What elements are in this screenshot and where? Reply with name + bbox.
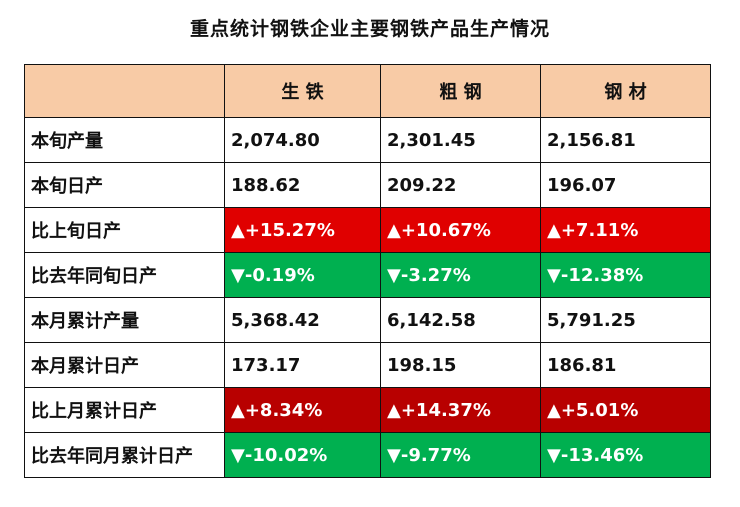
value-cell: ▲+10.67% xyxy=(380,207,541,253)
value-cell: ▼-9.77% xyxy=(380,432,541,478)
value-cell: 196.07 xyxy=(540,162,711,208)
value-cell: ▲+7.11% xyxy=(540,207,711,253)
value-cell: ▼-10.02% xyxy=(224,432,381,478)
value-cell: 186.81 xyxy=(540,342,711,388)
value-cell: ▲+5.01% xyxy=(540,387,711,433)
production-table: 生 铁 粗 钢 钢 材 本旬产量 2,074.80 2,301.45 2,156.81… xyxy=(24,64,711,478)
value-cell: ▼-0.19% xyxy=(224,252,381,298)
row-label: 本月累计日产 xyxy=(24,342,225,388)
value-cell: 173.17 xyxy=(224,342,381,388)
table-row: 比去年同月累计日产 ▼-10.02% ▼-9.77% ▼-13.46% xyxy=(24,432,711,478)
value-cell: 5,368.42 xyxy=(224,297,381,343)
row-label: 比去年同月累计日产 xyxy=(24,432,225,478)
table-row: 本旬产量 2,074.80 2,301.45 2,156.81 xyxy=(24,117,711,163)
value-cell: 198.15 xyxy=(380,342,541,388)
value-cell: ▲+15.27% xyxy=(224,207,381,253)
header-steel-products: 钢 材 xyxy=(540,64,711,118)
table-header-row: 生 铁 粗 钢 钢 材 xyxy=(24,64,711,118)
table-row: 本月累计日产 173.17 198.15 186.81 xyxy=(24,342,711,388)
table-row: 本旬日产 188.62 209.22 196.07 xyxy=(24,162,711,208)
value-cell: 5,791.25 xyxy=(540,297,711,343)
value-cell: 2,156.81 xyxy=(540,117,711,163)
table-row: 比上旬日产 ▲+15.27% ▲+10.67% ▲+7.11% xyxy=(24,207,711,253)
table-row: 本月累计产量 5,368.42 6,142.58 5,791.25 xyxy=(24,297,711,343)
value-cell: 209.22 xyxy=(380,162,541,208)
value-cell: 2,301.45 xyxy=(380,117,541,163)
row-label: 比上月累计日产 xyxy=(24,387,225,433)
value-cell: 188.62 xyxy=(224,162,381,208)
value-cell: ▲+8.34% xyxy=(224,387,381,433)
row-label: 本旬产量 xyxy=(24,117,225,163)
value-cell: 6,142.58 xyxy=(380,297,541,343)
row-label: 比去年同旬日产 xyxy=(24,252,225,298)
table-row: 比上月累计日产 ▲+8.34% ▲+14.37% ▲+5.01% xyxy=(24,387,711,433)
value-cell: ▼-3.27% xyxy=(380,252,541,298)
header-crude-steel: 粗 钢 xyxy=(380,64,541,118)
table-row: 比去年同旬日产 ▼-0.19% ▼-3.27% ▼-12.38% xyxy=(24,252,711,298)
header-pig-iron: 生 铁 xyxy=(224,64,381,118)
row-label: 本月累计产量 xyxy=(24,297,225,343)
header-corner-cell xyxy=(24,64,225,118)
row-label: 比上旬日产 xyxy=(24,207,225,253)
value-cell: ▲+14.37% xyxy=(380,387,541,433)
row-label: 本旬日产 xyxy=(24,162,225,208)
page-title: 重点统计钢铁企业主要钢铁产品生产情况 xyxy=(189,18,550,40)
value-cell: ▼-12.38% xyxy=(540,252,711,298)
value-cell: 2,074.80 xyxy=(224,117,381,163)
value-cell: ▼-13.46% xyxy=(540,432,711,478)
